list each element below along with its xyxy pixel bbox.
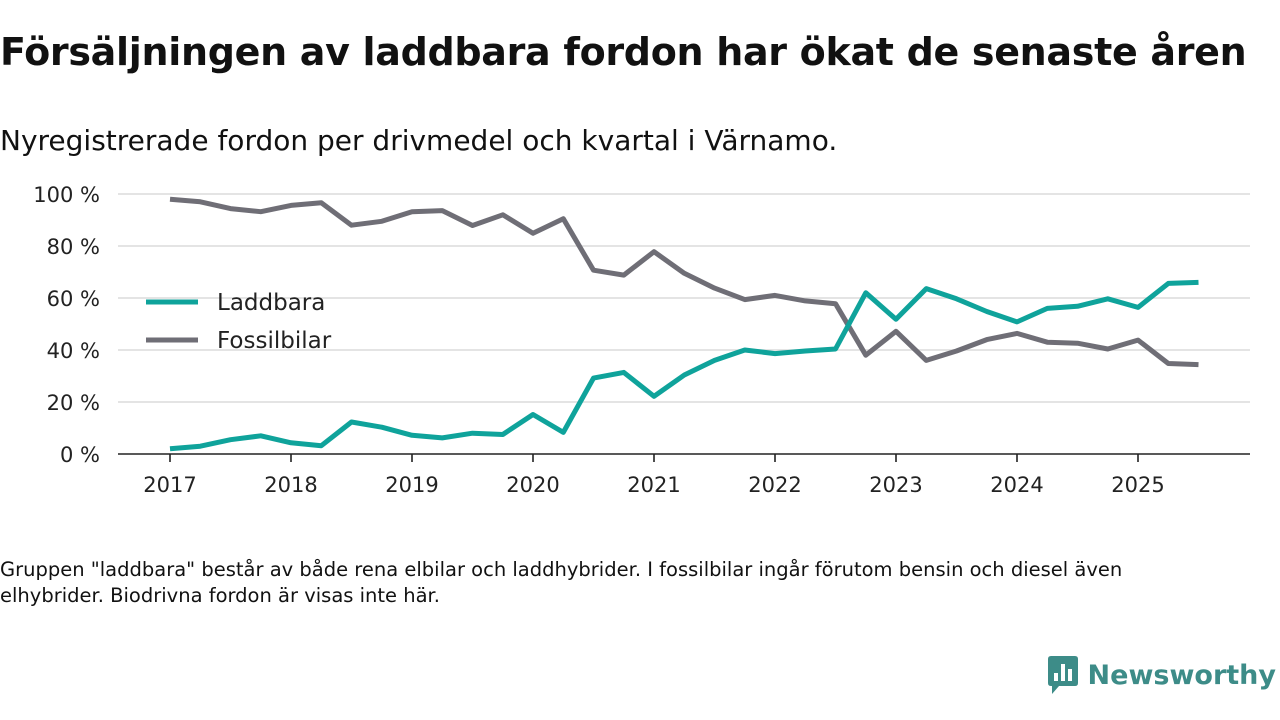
x-tick-label: 2023 bbox=[869, 473, 922, 497]
y-axis-tick-labels: 0 % 20 % 40 % 60 % 80 % 100 % bbox=[33, 183, 100, 467]
series-lines bbox=[169, 196, 1199, 452]
x-tick-label: 2020 bbox=[506, 473, 559, 497]
brand-logo: Newsworthy bbox=[1046, 655, 1276, 695]
x-tick-label: 2018 bbox=[264, 473, 317, 497]
x-tick-label: 2021 bbox=[627, 473, 680, 497]
x-tick-label: 2019 bbox=[385, 473, 438, 497]
x-tick-label: 2022 bbox=[748, 473, 801, 497]
legend-label-laddbara: Laddbara bbox=[217, 290, 325, 316]
y-tick-label: 0 % bbox=[60, 443, 100, 467]
x-axis-ticks: 2017 2018 2019 2020 2021 2022 2023 2024 2025 bbox=[143, 454, 1165, 497]
chart-subtitle: Nyregistrerade fordon per drivmedel och … bbox=[0, 124, 838, 157]
chart-title: Försäljningen av laddbara fordon har öka… bbox=[0, 30, 1247, 74]
series-line-laddbara bbox=[169, 279, 1199, 452]
y-tick-label: 40 % bbox=[47, 339, 100, 363]
newsworthy-logo-icon bbox=[1047, 656, 1078, 694]
legend-label-fossilbilar: Fossilbilar bbox=[217, 328, 332, 354]
x-tick-label: 2024 bbox=[990, 473, 1043, 497]
x-tick-label: 2017 bbox=[143, 473, 196, 497]
line-chart: 0 % 20 % 40 % 60 % 80 % 100 % 2017 2018 2019 202… bbox=[33, 183, 1250, 497]
footnote: Gruppen "laddbara" består av både rena e… bbox=[0, 558, 1123, 607]
y-tick-label: 60 % bbox=[47, 287, 100, 311]
y-tick-label: 80 % bbox=[47, 235, 100, 259]
y-tick-label: 100 % bbox=[33, 183, 100, 207]
series-line-fossilbilar bbox=[169, 196, 1199, 368]
legend: Laddbara Fossilbilar bbox=[146, 290, 332, 354]
y-tick-label: 20 % bbox=[47, 391, 100, 415]
x-tick-label: 2025 bbox=[1111, 473, 1164, 497]
gridlines bbox=[118, 193, 1250, 403]
brand-name: Newsworthy bbox=[1087, 659, 1276, 691]
